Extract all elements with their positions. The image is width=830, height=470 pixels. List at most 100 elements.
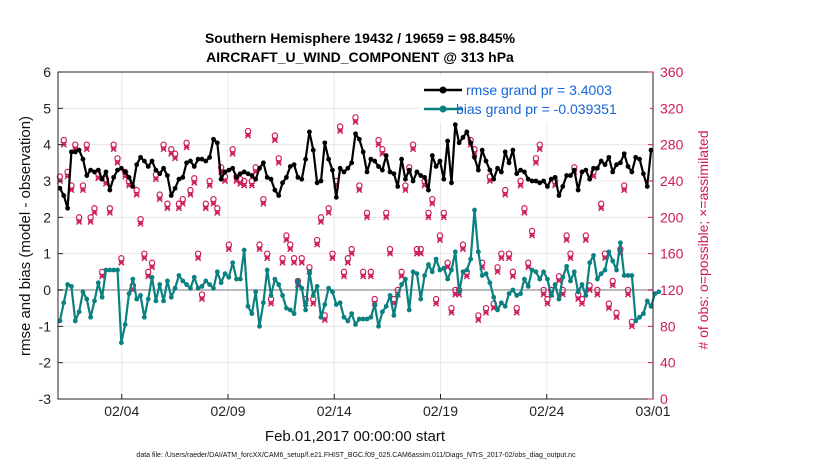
rmse-point — [303, 156, 308, 162]
obs-assimilated-marker — [241, 182, 248, 189]
obs-assimilated-marker — [440, 214, 447, 221]
obs-assimilated-marker — [83, 146, 90, 153]
bias-point — [472, 207, 477, 213]
x-tick-label: 03/01 — [635, 403, 670, 419]
rmse-point — [149, 158, 155, 164]
rmse-point — [130, 184, 136, 189]
bias-point — [276, 282, 282, 287]
obs-assimilated-marker — [402, 186, 409, 194]
bias-point — [141, 314, 147, 320]
obs-possible-marker — [371, 295, 378, 303]
obs-possible-marker — [317, 214, 325, 221]
rmse-point — [441, 176, 447, 182]
obs-possible-marker — [536, 141, 543, 148]
obs-assimilated-marker — [429, 200, 436, 207]
bias-point — [211, 285, 216, 291]
obs-assimilated-marker — [275, 159, 282, 166]
bias-point — [403, 276, 408, 282]
obs-possible-marker — [386, 245, 394, 253]
rmse-point — [625, 164, 631, 169]
y-right-axis-ticks: 0 40 80 120 160 200 240 280 320 360 — [648, 64, 684, 407]
obs-possible-marker — [597, 200, 605, 207]
rmse-point — [237, 171, 243, 177]
obs-assimilated-marker — [505, 255, 513, 262]
obs-assimilated-marker — [582, 236, 589, 244]
rmse-point — [191, 164, 197, 169]
obs-possible-marker — [256, 241, 263, 248]
obs-assimilated-marker — [613, 314, 620, 321]
obs-assimilated-marker — [459, 246, 467, 253]
bias-point — [545, 276, 550, 282]
rmse-point — [284, 174, 289, 180]
obs-possible-marker — [363, 209, 371, 216]
rmse-point — [529, 178, 535, 184]
rmse-point — [264, 174, 270, 180]
rmse-point — [180, 174, 186, 180]
bias-point — [629, 273, 635, 278]
obs-possible-marker — [398, 268, 405, 276]
bias-point — [176, 273, 182, 278]
rmse-point — [606, 154, 612, 160]
bias-point — [633, 318, 639, 324]
rmse-point — [452, 122, 458, 128]
obs-assimilated-marker — [210, 200, 217, 207]
obs-assimilated-marker — [195, 255, 202, 262]
obs-possible-marker — [106, 205, 114, 212]
rmse-point — [621, 151, 627, 157]
plot-area — [58, 72, 653, 399]
obs-possible-marker — [532, 155, 540, 162]
rmse-point — [472, 154, 477, 160]
obs-assimilated-marker — [375, 141, 382, 148]
rmse-point — [80, 156, 86, 162]
rmse-point — [391, 171, 397, 177]
obs-assimilated-marker — [513, 309, 520, 316]
rmse-point — [84, 173, 90, 178]
y-tick-label: -1 — [39, 318, 52, 334]
obs-assimilated-marker — [148, 264, 156, 271]
bias-point — [433, 256, 439, 262]
rmse-point — [410, 178, 416, 184]
obs-possible-marker — [206, 177, 213, 185]
y-right-tick-label: 320 — [660, 100, 684, 116]
rmse-point — [115, 167, 120, 173]
bias-point — [130, 276, 136, 282]
bias-point — [307, 269, 312, 275]
legend-bias-marker — [439, 105, 447, 113]
obs-assimilated-marker — [137, 220, 144, 227]
rmse-point — [445, 138, 451, 144]
obs-possible-marker — [313, 236, 321, 244]
data-file-footer: data file: /Users/raeder/DAI/ATM_forcXX/… — [136, 452, 576, 459]
bias-point — [57, 318, 63, 324]
bias-point — [372, 302, 378, 307]
obs-assimilated-marker — [118, 259, 125, 266]
legend-bias-label: bias grand pr = -0.039351 — [456, 101, 617, 117]
bias-point — [387, 293, 393, 298]
rmse-point — [122, 169, 128, 175]
rmse-point — [364, 169, 370, 175]
bias-point — [287, 307, 293, 313]
obs-possible-marker — [225, 241, 233, 248]
bias-point — [610, 258, 616, 264]
bias-point — [564, 263, 570, 269]
bias-point — [648, 303, 654, 309]
obs-assimilated-marker — [386, 250, 394, 257]
obs-assimilated-marker — [628, 323, 635, 330]
rmse-point — [548, 176, 554, 182]
bias-point — [161, 298, 166, 304]
obs-assimilated-marker — [264, 255, 271, 262]
rmse-point — [614, 162, 619, 168]
rmse-point — [341, 169, 347, 175]
rmse-point — [295, 174, 301, 180]
rmse-point — [330, 167, 335, 173]
bias-point — [237, 276, 243, 282]
obs-possible-marker — [605, 300, 613, 307]
bias-point — [498, 300, 504, 306]
rmse-point — [165, 173, 170, 178]
bias-point — [295, 278, 301, 284]
obs-possible-marker — [148, 259, 156, 266]
rmse-point — [72, 149, 78, 155]
bias-point — [391, 313, 397, 318]
rmse-point — [69, 149, 74, 155]
rmse-point — [491, 176, 497, 182]
